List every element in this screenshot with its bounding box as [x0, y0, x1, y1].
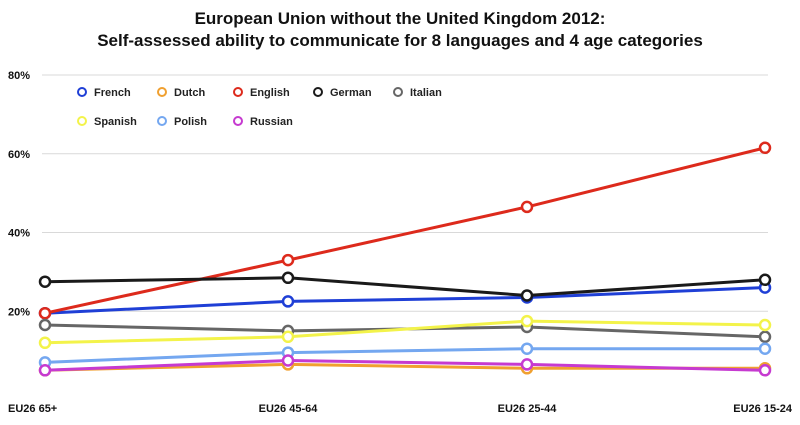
legend-marker-spanish [77, 116, 87, 126]
legend-label-german: German [330, 87, 372, 99]
y-tick-label: 40% [8, 228, 30, 240]
series-line-italian [44, 323, 766, 339]
x-tick-label: EU26 25-44 [498, 403, 558, 415]
legend-label-polish: Polish [174, 116, 207, 128]
data-point-german [520, 289, 534, 302]
legend-label-english: English [250, 87, 290, 99]
series-line-french [44, 286, 766, 315]
data-point-spanish [38, 336, 52, 350]
data-point-russian [758, 364, 772, 377]
data-point-english [281, 253, 295, 267]
chart-title-line-2: Self-assessed ability to communicate for… [97, 31, 703, 50]
data-point-russian [520, 358, 534, 371]
legend-marker-english [233, 87, 243, 97]
data-point-english [758, 141, 772, 155]
legend-label-russian: Russian [250, 116, 293, 128]
data-point-spanish [520, 314, 534, 328]
x-tick-label: EU26 15-24 [733, 403, 793, 415]
y-tick-label: 60% [8, 149, 30, 161]
y-tick-label: 20% [8, 306, 30, 318]
data-point-russian [281, 354, 295, 367]
series-line-spanish [44, 319, 766, 345]
legend-marker-russian [233, 116, 243, 126]
legend-label-french: French [94, 87, 131, 99]
legend-marker-italian [393, 87, 403, 97]
x-tick-label: EU26 65+ [8, 403, 57, 415]
data-point-spanish [281, 330, 295, 344]
legend-marker-dutch [157, 87, 167, 97]
chart-title: European Union without the United Kingdo… [0, 8, 800, 52]
chart-title-line-1: European Union without the United Kingdo… [194, 9, 606, 28]
data-point-french [281, 295, 295, 308]
data-point-german [281, 271, 295, 285]
data-point-spanish [758, 318, 772, 332]
legend-label-dutch: Dutch [174, 87, 205, 99]
legend-marker-french [77, 87, 87, 97]
data-point-english [38, 306, 52, 320]
data-point-german [758, 273, 772, 287]
y-tick-label: 80% [8, 70, 30, 82]
series-line-polish [44, 347, 765, 364]
data-point-italian [38, 318, 52, 332]
data-point-german [38, 275, 52, 288]
data-point-english [520, 200, 534, 214]
legend-marker-polish [157, 116, 167, 126]
series-line-russian [44, 359, 766, 372]
x-tick-label: EU26 45-64 [259, 403, 319, 415]
data-point-italian [758, 330, 772, 344]
series-line-english [44, 146, 766, 315]
legend-label-spanish: Spanish [94, 116, 137, 128]
legend-marker-german [313, 87, 323, 97]
series-line-german [44, 276, 766, 297]
data-point-russian [38, 364, 52, 377]
data-point-polish [758, 342, 772, 355]
legend-label-italian: Italian [410, 87, 442, 99]
data-point-polish [520, 342, 534, 355]
